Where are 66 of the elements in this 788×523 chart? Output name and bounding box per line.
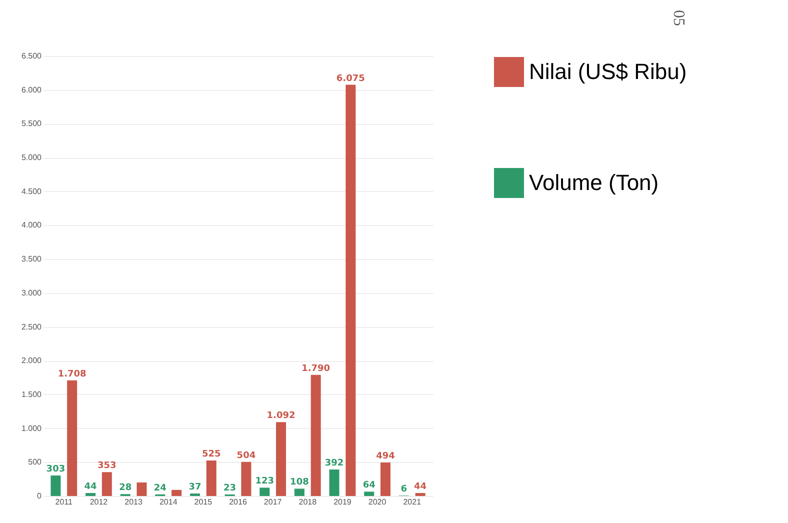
- x-tick-label: 2021: [403, 498, 422, 506]
- data-label: 123: [255, 476, 274, 487]
- legend-label: Volume (Ton): [529, 170, 659, 195]
- x-tick-label: 2013: [124, 498, 143, 506]
- x-tick-label: 2020: [368, 498, 387, 506]
- x-tick-label: 2019: [334, 498, 352, 506]
- x-tick-label: 2018: [298, 498, 318, 506]
- text: 05: [670, 10, 687, 26]
- bar: [329, 469, 340, 496]
- bar: [310, 374, 321, 496]
- data-label: 494: [376, 452, 395, 462]
- bar: [260, 488, 270, 496]
- y-tick-label: 1.000: [21, 424, 42, 433]
- data-label: 1.708: [58, 369, 86, 380]
- x-tick-label: 2011: [55, 498, 74, 506]
- bar: [346, 84, 356, 496]
- legend-label: Nilai (US$ Ribu): [529, 59, 687, 84]
- y-tick-label: 4.000: [21, 220, 42, 230]
- data-label: 1.790: [302, 364, 330, 374]
- bar: [364, 492, 374, 496]
- data-label: 6.075: [336, 74, 365, 84]
- y-tick-label: 3.500: [21, 254, 42, 264]
- x-tick-label: 2015: [194, 498, 213, 506]
- y-tick-label: 6.000: [21, 85, 42, 94]
- bar: [206, 460, 216, 496]
- bar: [380, 462, 390, 496]
- bar: [415, 493, 426, 496]
- x-tick-label: 2012: [90, 498, 108, 506]
- bar: [294, 488, 304, 496]
- bar: [67, 380, 78, 496]
- bar: [102, 472, 112, 496]
- data-label: 525: [202, 449, 221, 460]
- y-tick-label: 4.500: [21, 186, 42, 196]
- bar: [136, 482, 147, 496]
- bar: [241, 462, 252, 496]
- data-label: 353: [98, 461, 116, 472]
- y-tick-label: 2.000: [21, 356, 42, 366]
- y-tick-label: 2.500: [21, 322, 42, 332]
- data-label: 1.092: [266, 411, 296, 422]
- data-label: 37: [188, 482, 202, 492]
- x-tick-label: 2014: [159, 498, 178, 506]
- data-label: 303: [46, 464, 66, 474]
- y-tick-label: 5.000: [21, 153, 42, 162]
- x-tick-label: 2017: [264, 498, 282, 506]
- data-label: 24: [154, 483, 166, 494]
- data-label: 64: [362, 480, 376, 491]
- data-label: 392: [324, 458, 344, 468]
- data-label: 108: [290, 478, 309, 488]
- data-label: 504: [236, 450, 256, 461]
- y-tick-label: 0: [37, 492, 42, 500]
- bar: [190, 493, 200, 496]
- data-label: 44: [84, 482, 97, 492]
- bar: [276, 422, 286, 496]
- bar: [172, 490, 182, 496]
- bar: [50, 475, 61, 496]
- x-tick-label: 2016: [229, 498, 248, 506]
- y-tick-label: 6.500: [21, 52, 42, 60]
- data-label: 44: [414, 482, 427, 492]
- y-tick-label: 500: [28, 458, 42, 467]
- data-label: 28: [119, 483, 132, 494]
- data-label: 23: [224, 483, 236, 494]
- y-tick-label: 3.000: [21, 288, 42, 298]
- y-tick-label: 5.500: [21, 119, 42, 128]
- data-label: 6: [400, 484, 408, 495]
- bar: [86, 493, 96, 496]
- y-tick-label: 1.500: [21, 390, 42, 399]
